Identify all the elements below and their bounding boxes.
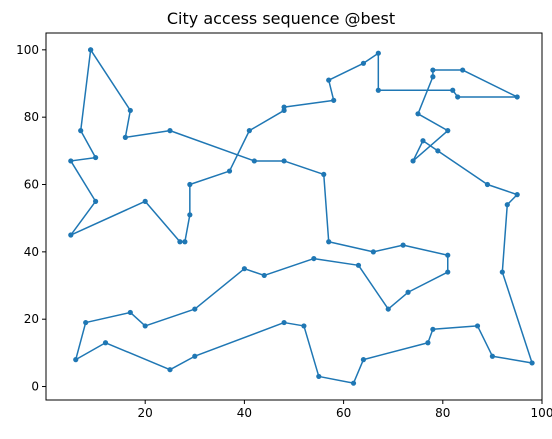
- city-point-64: [142, 198, 148, 204]
- city-point-3: [167, 128, 173, 134]
- city-point-18: [192, 306, 198, 312]
- city-point-59: [226, 168, 233, 174]
- city-point-13: [385, 306, 391, 312]
- city-point-1: [127, 107, 133, 114]
- city-point-45: [430, 74, 436, 80]
- city-point-25: [192, 353, 198, 359]
- city-point-27: [301, 323, 307, 329]
- city-point-35: [529, 360, 535, 366]
- x-tick-label: 20: [138, 406, 153, 420]
- city-point-70: [88, 47, 94, 53]
- city-point-46: [430, 67, 436, 73]
- city-point-6: [321, 171, 327, 178]
- city-point-68: [93, 154, 99, 161]
- city-point-50: [450, 87, 456, 93]
- city-point-21: [83, 319, 89, 326]
- city-point-47: [460, 67, 466, 73]
- city-point-31: [425, 340, 431, 346]
- city-point-42: [410, 158, 416, 164]
- city-point-69: [78, 128, 84, 134]
- city-point-43: [445, 128, 451, 134]
- city-point-12: [405, 289, 411, 295]
- city-point-22: [73, 357, 79, 363]
- city-point-61: [187, 212, 193, 218]
- x-tick-label: 80: [435, 406, 450, 420]
- city-point-40: [435, 148, 441, 154]
- city-point-24: [167, 367, 173, 373]
- plot-area-frame: [45, 32, 543, 401]
- city-point-55: [331, 97, 337, 103]
- x-tick-label: 40: [237, 406, 252, 420]
- city-point-65: [68, 232, 74, 238]
- city-point-30: [360, 357, 367, 363]
- city-point-15: [311, 255, 317, 262]
- city-point-16: [261, 272, 267, 279]
- city-point-66: [93, 198, 99, 204]
- city-point-54: [326, 77, 332, 83]
- city-point-10: [445, 252, 451, 258]
- city-point-44: [415, 111, 421, 117]
- city-point-8: [370, 249, 376, 255]
- y-tick-label: 20: [24, 312, 39, 326]
- city-point-37: [504, 202, 510, 208]
- city-point-33: [474, 323, 481, 329]
- city-point-48: [514, 94, 520, 100]
- city-point-57: [281, 107, 287, 114]
- city-point-49: [455, 94, 461, 100]
- city-point-26: [281, 319, 287, 326]
- y-tick-label: 0: [31, 380, 39, 394]
- y-tick-label: 40: [24, 245, 39, 259]
- city-point-20: [127, 309, 133, 316]
- city-point-39: [484, 181, 491, 188]
- city-point-17: [241, 266, 247, 272]
- city-point-19: [142, 323, 148, 329]
- city-point-58: [246, 128, 252, 134]
- city-point-9: [400, 242, 406, 248]
- x-tick-label: 100: [531, 406, 552, 420]
- city-point-34: [489, 353, 495, 359]
- city-point-63: [177, 239, 183, 245]
- tour-path-line: [70, 49, 533, 384]
- city-point-41: [420, 138, 426, 144]
- city-point-38: [514, 192, 520, 198]
- city-point-36: [499, 269, 505, 275]
- city-point-51: [375, 87, 381, 93]
- city-point-53: [360, 60, 367, 66]
- city-point-23: [102, 340, 109, 346]
- city-point-67: [68, 158, 74, 164]
- y-tick-label: 60: [24, 178, 39, 192]
- x-tick-label: 60: [336, 406, 351, 420]
- city-point-4: [251, 158, 257, 164]
- city-point-5: [281, 158, 287, 164]
- city-point-52: [375, 50, 381, 56]
- y-tick-label: 100: [16, 43, 39, 57]
- city-point-11: [445, 269, 451, 275]
- city-point-14: [355, 262, 362, 268]
- city-point-2: [122, 134, 128, 140]
- city-point-28: [316, 373, 322, 380]
- y-tick-label: 80: [24, 110, 39, 124]
- city-point-32: [430, 326, 436, 332]
- city-point-60: [187, 181, 193, 188]
- city-point-7: [326, 239, 332, 245]
- city-point-29: [350, 380, 357, 386]
- city-point-62: [182, 239, 188, 245]
- chart-title: City access sequence @best: [167, 9, 395, 28]
